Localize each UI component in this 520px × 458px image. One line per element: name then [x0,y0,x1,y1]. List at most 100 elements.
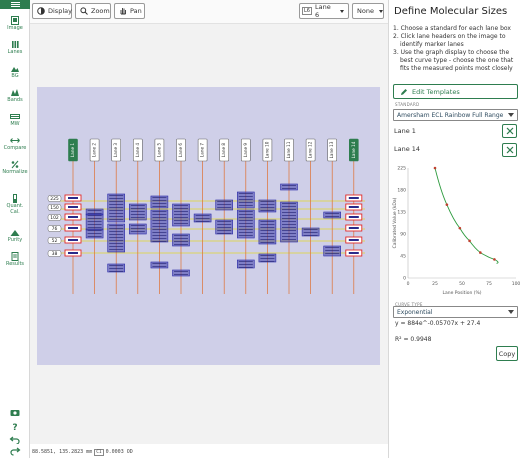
sample-band-box [301,227,320,237]
svg-text:?: ? [12,423,17,431]
x-tick-label: 100 [512,281,520,287]
lane-header[interactable]: Lane 1 [68,138,78,162]
marker-size-label: 225 [50,196,59,202]
lane-select[interactable]: L6 Lane 6 [299,3,349,19]
lane-header[interactable]: Lane 10 [262,138,273,162]
sample-band-box [172,203,190,227]
lane-header[interactable]: Lane 2 [89,138,100,162]
overlay-select-value: None [357,7,374,15]
y-tick-label: 0 [403,276,406,282]
lane-header-box [197,138,208,162]
data-point [493,258,496,261]
data-point [479,251,482,254]
sidebar-item-bg[interactable]: BG [0,64,30,79]
sidebar-item-lanes[interactable]: Lanes [0,40,30,55]
sidebar-item-quant-cal[interactable]: Quant. Cal. [0,194,30,215]
hamburger-icon [10,2,20,7]
lane-header-label: Lane 2 [92,143,97,157]
undo-icon[interactable] [9,435,21,444]
lane-header-box [133,138,143,162]
sample-band-box [258,219,277,245]
lane-select-value: Lane 6 [314,3,331,19]
sidebar-item-compare[interactable]: Compare [0,136,30,151]
display-button[interactable]: Display [32,3,72,19]
gel-image[interactable]: Lane 1 Lane 2 Lane 3 Lane 4 Lane 5 Lane 6 Lane… [30,24,388,444]
mw-panel: Define Molecular Sizes 1. Choose a stand… [388,0,520,458]
band [348,239,359,241]
sidebar-item-bands[interactable]: Bands [0,88,30,103]
lane-header[interactable]: Lane 4 [133,138,143,162]
pan-button[interactable]: Pan [114,3,145,19]
standard-select[interactable]: Amersham ECL Rainbow Full Range [393,109,518,121]
r-squared: R² = 0.9948 [395,336,432,343]
sidebar-item-label: MW [10,121,20,127]
menu-button[interactable] [0,0,30,9]
zoom-label: Zoom [91,7,110,15]
calibration-chart: 0 25 50 75 100 0 45 90 135 180 225 Lane Position (%… [392,166,520,297]
lane-header[interactable]: Lane 6 [176,138,186,162]
lane-header-label: Lane 4 [135,143,140,157]
compare-icon [10,138,20,143]
redo-icon[interactable] [9,447,21,456]
sample-band-box [215,219,233,235]
x-tick-label: 25 [432,281,438,287]
lane-header[interactable]: Lane 7 [197,138,208,162]
sample-band-box [172,269,190,277]
band [348,252,359,254]
hand-icon [120,8,126,15]
sidebar-item-purity[interactable]: Purity [0,228,30,243]
band [68,197,78,199]
sidebar-item-normalize[interactable]: Normalize [0,160,30,175]
lane-header[interactable]: Lane 3 [111,138,121,162]
cursor-coordinates: 88.5851, 135.2823 mm [32,449,93,455]
lane-header[interactable]: Lane 14 [348,138,359,162]
lane-header-box [348,138,359,162]
band [68,206,78,208]
remove-lane-14-button[interactable] [502,143,517,157]
sidebar-item-label: Results [5,261,25,267]
lane-header-box [327,138,338,162]
help-icon[interactable]: ? [9,422,21,431]
band [348,227,359,229]
band [348,216,359,218]
sidebar-item-mw[interactable]: MW [0,112,30,127]
edit-templates-button[interactable]: Edit Templates [393,84,518,99]
remove-lane-1-button[interactable] [502,124,517,138]
sample-band-box [258,253,277,263]
edit-templates-label: Edit Templates [412,87,460,96]
gel-image-viewer[interactable]: Lane 1 Lane 2 Lane 3 Lane 4 Lane 5 Lane 6 Lane… [30,24,388,444]
data-point [445,203,449,206]
sidebar-item-results[interactable]: Results [0,252,30,267]
close-icon [506,146,513,154]
overlay-select[interactable]: None [352,3,384,19]
lane-header-label: Lane 13 [329,141,334,158]
sidebar-item-image[interactable]: Image [0,16,30,31]
image-toolbar: Display Zoom Pan L6 Lane 6 None [30,0,388,24]
lane-header[interactable]: Lane 8 [219,138,229,162]
lane-header-box [241,138,251,162]
purity-icon [10,230,20,236]
sample-band-box [323,211,342,219]
lane-header-label: Lane 1 [70,143,75,157]
lane-header[interactable]: Lane 12 [305,138,316,162]
lane-header-label: Lane 12 [308,141,313,158]
lane-header[interactable]: Lane 9 [241,138,251,162]
sample-band-box [107,263,125,273]
sample-band-box [150,195,169,209]
curve-type-select[interactable]: Exponential [393,306,518,318]
lane-header[interactable]: Lane 13 [327,138,338,162]
zoom-button[interactable]: Zoom [75,3,111,19]
lane-header-label: Lane 6 [178,143,183,157]
sidebar-item-label: Purity [7,237,23,243]
standard-label: STANDARD [395,102,420,107]
instruction-step: 1. Choose a standard for each lane box [393,25,511,32]
lane-header-label: Lane 3 [113,143,118,157]
lane-header-label: Lane 9 [243,143,248,157]
lane-header[interactable]: Lane 11 [284,138,294,162]
chevron-down-icon [340,9,344,13]
lane-header[interactable]: Lane 5 [154,138,165,162]
camera-icon[interactable] [9,408,21,417]
copy-button[interactable]: Copy [496,346,518,361]
marker-lane-1: Lane 1 [394,127,416,135]
chevron-down-icon [378,9,383,13]
